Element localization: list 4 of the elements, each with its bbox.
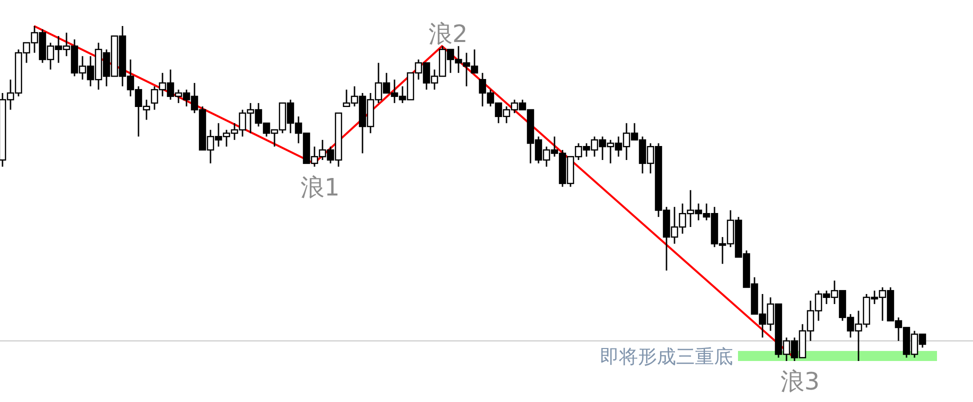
- band-label: 即将形成三重底: [600, 346, 733, 368]
- annotation: 浪3: [780, 368, 820, 396]
- annotation: 浪2: [428, 20, 468, 48]
- annotation: 浪1: [300, 173, 340, 202]
